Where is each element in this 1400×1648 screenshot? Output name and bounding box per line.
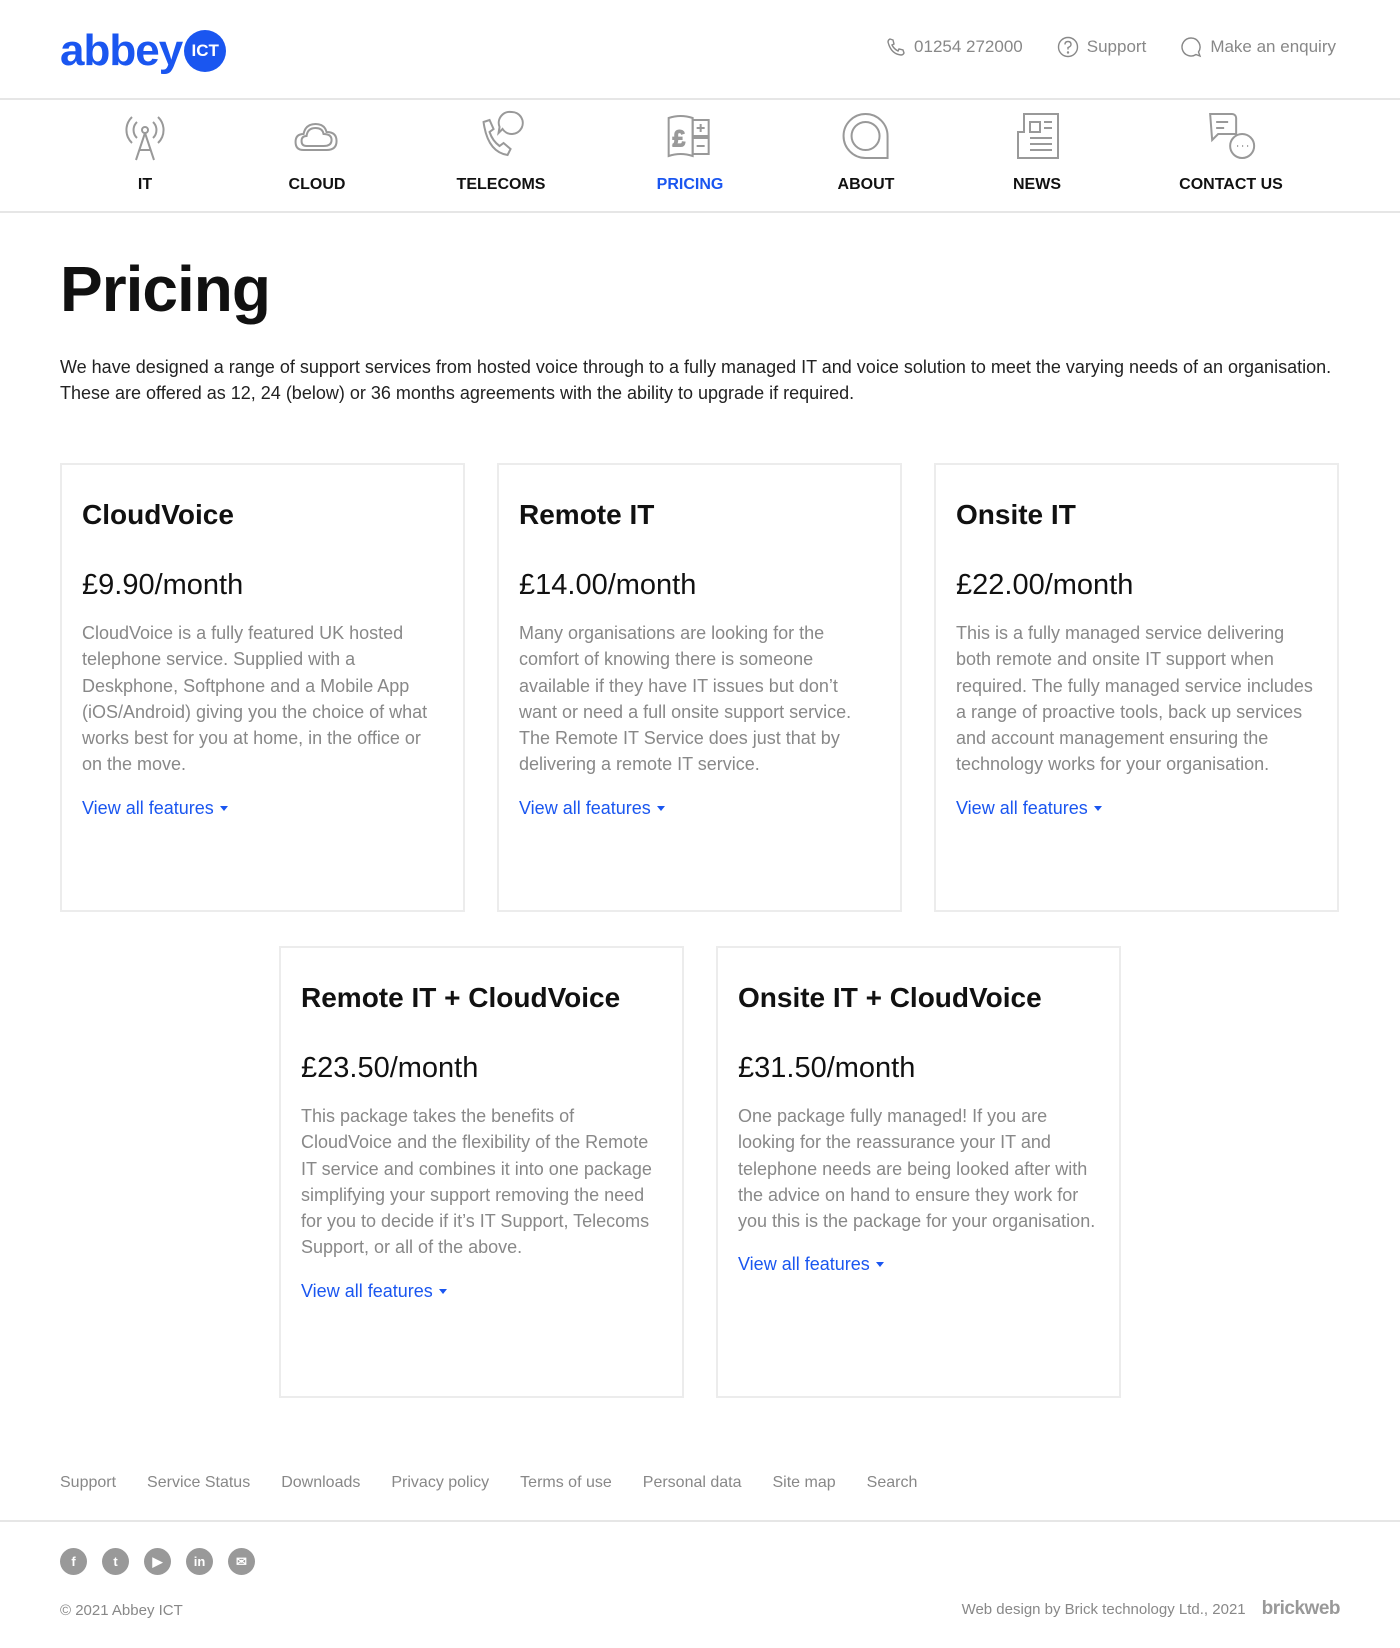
pricing-card: Remote IT £14.00/month Many organisations … (497, 463, 902, 912)
caret-down-icon (1093, 805, 1102, 811)
header-divider (0, 98, 1400, 100)
nav-item-pricing[interactable]: £ PRICING (656, 110, 724, 194)
pricing-card: Remote IT + CloudVoice £23.50/month This p… (279, 946, 684, 1398)
caret-down-icon (875, 1262, 884, 1268)
social-links: f t ▶ in ✉ (60, 1548, 255, 1575)
link-label: View all features (956, 797, 1088, 818)
phone-icon (887, 38, 905, 56)
card-price: £9.90/month (82, 569, 244, 601)
footer-link[interactable]: Personal data (642, 1474, 742, 1491)
card-price: £31.50/month (738, 1052, 916, 1084)
footer-link[interactable]: Terms of use (520, 1474, 612, 1491)
card-title: Onsite IT (956, 499, 1076, 530)
caret-down-icon (656, 805, 665, 811)
enquiry-link[interactable]: Make an enquiry (1180, 36, 1336, 58)
card-description: CloudVoice is a fully featured UK hosted… (82, 623, 428, 775)
nav-label: NEWS (1013, 176, 1061, 193)
svg-text:£: £ (673, 126, 685, 151)
credit-text[interactable]: Web design by Brick technology Ltd., 202… (961, 1600, 1246, 1618)
link-label: View all features (301, 1280, 433, 1301)
card-description: Many organisations are looking for the c… (519, 623, 852, 775)
pricing-card: CloudVoice £9.90/month CloudVoice is a ful… (60, 463, 465, 912)
nav-label: PRICING (656, 176, 724, 193)
facebook-icon[interactable]: f (60, 1548, 87, 1575)
view-features-link[interactable]: View all features (82, 798, 228, 819)
phone-chat-icon (482, 110, 525, 157)
cloud-icon (294, 122, 338, 151)
nav-item-it[interactable]: IT (118, 110, 172, 194)
nav-item-contact-us[interactable]: CONTACT US (1179, 110, 1283, 194)
footer-links: Support Service Status Downloads Privacy po… (60, 1474, 917, 1492)
twitter-icon[interactable]: t (102, 1548, 129, 1575)
card-price: £22.00/month (956, 569, 1134, 601)
card-title: Onsite IT + CloudVoice (738, 982, 1042, 1013)
phone-number: 01254 272000 (914, 37, 1023, 56)
pricing-card: Onsite IT £22.00/month This is a fully man… (934, 463, 1339, 912)
enquiry-label: Make an enquiry (1210, 37, 1336, 56)
logo[interactable]: abbey ICT (60, 26, 227, 76)
nav-label: CLOUD (288, 176, 346, 193)
nav-label: TELECOMS (456, 176, 546, 193)
email-icon[interactable]: ✉ (228, 1548, 255, 1575)
intro-text: We have designed a range of support serv… (60, 357, 1332, 403)
link-label: View all features (519, 797, 651, 818)
nav-item-about[interactable]: ABOUT (837, 110, 895, 194)
card-title: Remote IT + CloudVoice (301, 982, 621, 1013)
pricing-card: Onsite IT + CloudVoice £31.50/month One pa… (716, 946, 1121, 1398)
phone-link[interactable]: 01254 272000 (886, 36, 1023, 58)
link-label: View all features (738, 1254, 870, 1275)
support-label: Support (1086, 37, 1147, 56)
copyright: © 2021 Abbey ICT (60, 1602, 183, 1619)
linkedin-icon[interactable]: in (186, 1548, 213, 1575)
logo-badge: ICT (184, 30, 227, 72)
link-label: View all features (82, 797, 214, 818)
view-features-link[interactable]: View all features (956, 798, 1102, 819)
nav-label: IT (137, 176, 153, 193)
footer-link[interactable]: Support (60, 1474, 117, 1491)
footer-link[interactable]: Downloads (281, 1474, 361, 1491)
main-nav: IT CLOUD TELECOMS £ PRICING ABOUT NEWS CONTACT … (0, 110, 1400, 210)
footer-link[interactable]: Privacy policy (391, 1474, 490, 1491)
footer-link[interactable]: Service Status (147, 1474, 251, 1491)
nav-item-cloud[interactable]: CLOUD (288, 110, 346, 194)
help-icon (1057, 36, 1078, 58)
card-price: £23.50/month (301, 1052, 479, 1084)
card-description: This package takes the benefits of Cloud… (301, 1106, 652, 1258)
card-description: This is a fully managed service deliveri… (956, 623, 1313, 775)
caret-down-icon (438, 1288, 447, 1294)
youtube-icon[interactable]: ▶ (144, 1548, 171, 1575)
nav-item-telecoms[interactable]: TELECOMS (456, 110, 546, 194)
chat-icon (1208, 113, 1255, 159)
newspaper-icon (1017, 113, 1059, 159)
card-title: CloudVoice (82, 499, 234, 530)
view-features-link[interactable]: View all features (301, 1281, 447, 1302)
caret-down-icon (219, 805, 228, 811)
top-links: 01254 272000 Support Make an enquiry (886, 36, 1336, 58)
view-features-link[interactable]: View all features (519, 798, 665, 819)
footer-link[interactable]: Search (866, 1474, 918, 1491)
footer-link[interactable]: Site map (772, 1474, 836, 1491)
nav-divider (0, 211, 1400, 213)
support-link[interactable]: Support (1057, 36, 1147, 58)
about-icon (842, 112, 889, 159)
brickweb-logo[interactable]: brickweb (1261, 1598, 1341, 1619)
nav-label: CONTACT US (1179, 176, 1283, 193)
card-title: Remote IT (519, 499, 655, 530)
footer-divider (0, 1520, 1400, 1522)
logo-text: abbey (60, 26, 183, 75)
credit: Web design by Brick technology Ltd., 202… (961, 1598, 1341, 1620)
nav-item-news[interactable]: NEWS (1010, 110, 1064, 194)
chat-bubble-icon (1181, 37, 1202, 58)
nav-label: ABOUT (837, 176, 895, 193)
pricing-icon: £ (667, 115, 710, 158)
card-price: £14.00/month (519, 569, 697, 601)
card-description: One package fully managed! If you are lo… (738, 1106, 1096, 1232)
page-title: Pricing (60, 253, 271, 325)
view-features-link[interactable]: View all features (738, 1254, 884, 1275)
antenna-icon (125, 116, 165, 161)
